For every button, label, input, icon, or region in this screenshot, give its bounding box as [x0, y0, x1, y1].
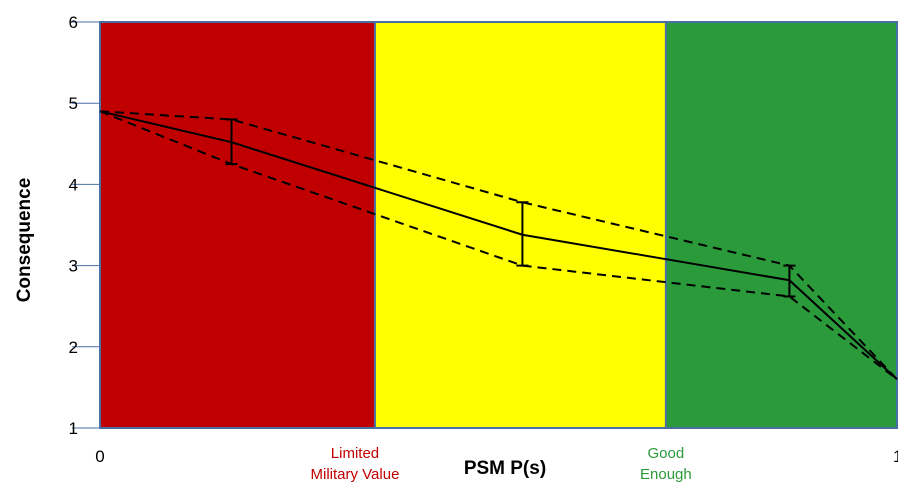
x-tick-label-0: 0 [95, 447, 104, 466]
x-tick-label-1: 1 [893, 447, 898, 466]
zones-layer [100, 22, 897, 428]
y-tick-label-4: 5 [69, 94, 78, 113]
zone-label-0-line-1: Military Value [311, 466, 400, 483]
y-tick-label-0: 1 [69, 419, 78, 438]
zone-2 [665, 22, 897, 428]
zone-label-1-line-0: Good [648, 445, 685, 462]
zone-label-0-line-0: Limited [331, 445, 379, 462]
x-axis-title: PSM P(s) [464, 458, 546, 479]
error-bars-layer [225, 118, 796, 298]
series-line-2 [99, 110, 898, 381]
y-tick-label-1: 2 [69, 338, 78, 357]
zone-0 [100, 22, 375, 428]
zone-label-1-line-1: Enough [640, 466, 692, 483]
plot-frame [99, 21, 898, 429]
zone-1 [374, 22, 666, 428]
y-tick-labels: 1 2 3 4 5 6 [69, 13, 100, 438]
plot-border [99, 21, 898, 429]
y-tick-label-2: 3 [69, 257, 78, 276]
y-tick-label-3: 4 [69, 175, 78, 194]
zone-labels: Limited Military Value Good Enough [311, 445, 692, 483]
y-axis-title: Consequence [14, 178, 35, 303]
y-tick-label-5: 6 [69, 13, 78, 32]
